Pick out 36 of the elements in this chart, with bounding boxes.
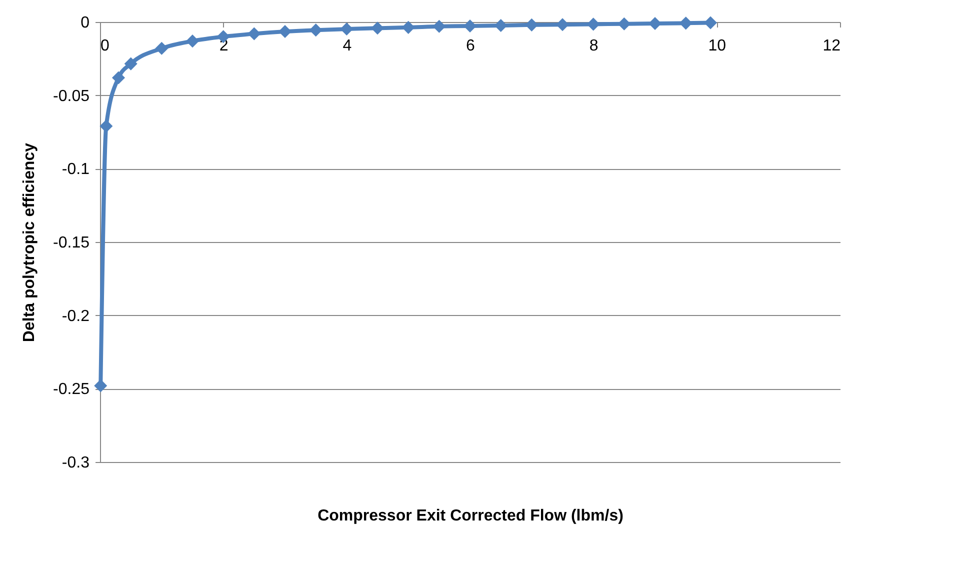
point — [494, 19, 508, 32]
point — [278, 25, 292, 38]
point — [112, 71, 126, 84]
point — [402, 20, 415, 34]
point — [155, 42, 168, 55]
y-tick-label: 0 — [80, 14, 90, 32]
x-tick-label: 12 — [822, 38, 841, 54]
point — [586, 18, 600, 31]
x-axis-title: Compressor Exit Corrected Flow (lbm/s) — [318, 508, 624, 524]
point — [525, 18, 538, 32]
y-axis-title: Delta polytropic efficiency — [21, 142, 38, 342]
point — [124, 57, 138, 70]
point — [704, 16, 718, 30]
x-tick-label: 8 — [589, 38, 598, 54]
y-tick-label: -0.1 — [62, 161, 90, 178]
point — [432, 20, 446, 33]
x-tick-label: 0 — [100, 38, 110, 54]
y-tick-label: -0.3 — [62, 454, 90, 472]
y-tick-label: -0.2 — [62, 308, 90, 325]
x-tick-label: 4 — [342, 38, 352, 54]
y-tick-label: -0.25 — [53, 381, 90, 398]
point — [94, 379, 108, 392]
point — [340, 22, 354, 36]
x-tick-label: 6 — [466, 38, 476, 54]
point — [370, 22, 384, 35]
point — [463, 19, 477, 32]
y-tick-label: -0.05 — [53, 88, 90, 105]
point — [618, 17, 631, 30]
x-tick-label: 10 — [708, 38, 726, 54]
point — [679, 16, 692, 30]
y-tick-label: -0.15 — [53, 234, 90, 252]
point — [309, 24, 322, 37]
point — [100, 120, 113, 133]
point — [248, 27, 261, 40]
point — [186, 34, 200, 48]
point — [648, 16, 662, 30]
